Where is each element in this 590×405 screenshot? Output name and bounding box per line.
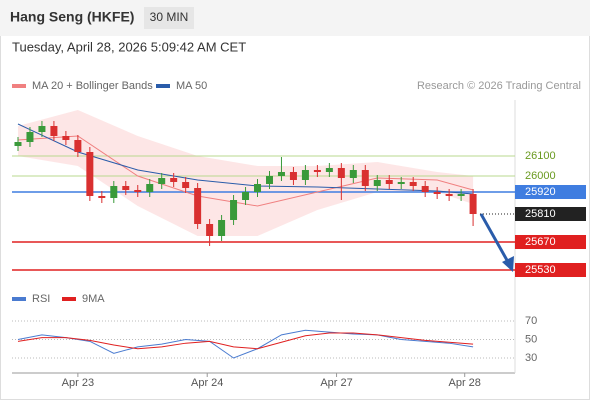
candle-body [26,132,34,142]
candle-body [265,176,273,184]
level-box [515,235,586,249]
candle-body [158,178,166,184]
candle-body [182,182,190,188]
arrow-head [502,256,514,272]
candle-body [98,196,106,198]
rsi-line [17,332,474,350]
candle-body [421,186,429,192]
candle-body [409,182,417,186]
datetime: Tuesday, April 28, 2026 5:09:42 AM CET [12,39,246,54]
candle-body [373,180,381,186]
legend-swatch [156,84,170,88]
candle-body [134,190,142,192]
legend-label: RSI [32,293,50,305]
level-box [515,207,586,221]
candle-body [110,186,118,198]
arrow-shaft [479,213,510,263]
candle-body [50,126,58,136]
candle-body [277,172,285,176]
candle-body [325,168,333,172]
candle-body [146,184,154,192]
legend-label: MA 20 + Bollinger Bands [32,80,153,92]
candle-body [74,140,82,152]
candle-body [38,126,46,132]
y-tick-label: 70 [525,315,537,327]
level-label: 25920 [525,186,556,198]
y-tick-label: 50 [525,333,537,345]
legend-label: 9MA [82,293,105,305]
level-label: 25530 [525,264,556,276]
level-label: 26100 [525,150,556,162]
candle-body [433,192,441,194]
candle-body [361,170,369,186]
source: Research © 2026 Trading Central [417,80,581,92]
candle-body [14,142,22,146]
candle-body [122,186,130,190]
candle-body [313,170,321,172]
rsi-line [17,329,474,359]
bollinger-band [17,110,474,236]
candle-body [230,200,238,220]
candle-body [349,170,357,178]
candle-body [242,192,250,200]
level-box [515,263,586,277]
candle-body [385,180,393,184]
legend-swatch [12,297,26,301]
x-tick-label: Apr 28 [448,377,480,389]
timeframe-badge [144,7,194,29]
candle-body [218,220,226,236]
candle-body [194,188,202,224]
candle-body [254,184,262,192]
candle-body [206,224,214,236]
level-box [515,185,586,199]
y-tick-label: 30 [525,352,537,364]
level-label: 26000 [525,170,556,182]
indicator-line [17,135,474,207]
title: Hang Seng (HKFE) [10,9,134,25]
x-tick-label: Apr 23 [62,377,94,389]
level-label: 25810 [525,208,556,220]
legend-label: MA 50 [176,80,207,92]
candle-body [170,178,178,182]
candle-body [86,152,94,196]
level-label: 25670 [525,236,556,248]
x-tick-label: Apr 24 [191,377,223,389]
candle-body [289,172,297,180]
x-tick-label: Apr 27 [320,377,352,389]
header-bar [0,0,590,36]
candle-body [301,170,309,180]
candle-body [457,194,465,196]
timeframe: 30 MIN [150,10,189,24]
legend-swatch [12,84,26,88]
candle-body [445,194,453,196]
candle-body [469,194,477,214]
candle-body [397,182,405,184]
legend-swatch [62,297,76,301]
candle-body [337,168,345,178]
candle-body [62,136,70,140]
